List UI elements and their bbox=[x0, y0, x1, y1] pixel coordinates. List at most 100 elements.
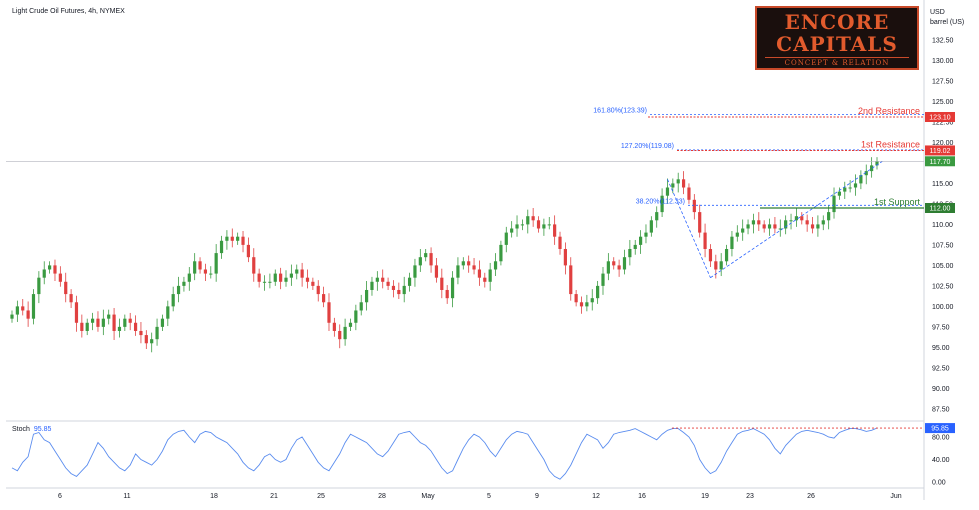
candle-body bbox=[257, 273, 261, 282]
axis-unit-currency: USD bbox=[930, 9, 945, 16]
candle-body bbox=[279, 273, 283, 282]
candle-body bbox=[348, 322, 353, 327]
candle-body bbox=[424, 253, 428, 258]
candle-body bbox=[778, 228, 782, 230]
stoch-tick-label: 80.00 bbox=[932, 435, 950, 442]
candle-body bbox=[730, 236, 734, 249]
candle-body bbox=[526, 216, 530, 225]
last-price-tag bbox=[925, 156, 955, 167]
candle-body bbox=[827, 212, 831, 221]
candle-body bbox=[794, 216, 799, 221]
candle-body bbox=[407, 277, 412, 286]
candle-body bbox=[762, 224, 766, 229]
candle-body bbox=[252, 257, 256, 274]
logo-line-2: CAPITALS bbox=[776, 32, 898, 56]
candle-body bbox=[853, 183, 858, 188]
candle-body bbox=[101, 318, 105, 327]
candle-body bbox=[510, 228, 514, 233]
candle-body bbox=[15, 306, 19, 315]
candle-body bbox=[370, 281, 374, 290]
logo-tagline: CONCEPT & RELATION bbox=[765, 57, 909, 67]
candle-body bbox=[203, 269, 208, 274]
candle-body bbox=[789, 220, 793, 222]
candle-body bbox=[316, 285, 320, 295]
candle-body bbox=[176, 285, 181, 295]
candle-body bbox=[85, 322, 89, 331]
fib-trend-line bbox=[667, 179, 711, 278]
candle-body bbox=[289, 273, 293, 278]
candle-body bbox=[246, 244, 250, 258]
candle-body bbox=[499, 244, 503, 262]
price-tick-label: 100.00 bbox=[932, 304, 954, 311]
candle-body bbox=[322, 294, 326, 303]
candle-body bbox=[724, 248, 729, 262]
candle-body bbox=[354, 310, 358, 323]
candle-body bbox=[751, 220, 756, 225]
stoch-tick-label: 40.00 bbox=[932, 457, 950, 464]
fib-level-label: 161.80%(123.39) bbox=[593, 108, 647, 115]
candle-body bbox=[563, 248, 567, 266]
candle-body bbox=[268, 281, 272, 283]
candle-body bbox=[160, 318, 165, 327]
candle-body bbox=[687, 187, 691, 200]
candle-body bbox=[445, 289, 449, 299]
candle-body bbox=[477, 269, 482, 278]
candle-body bbox=[515, 224, 519, 229]
price-tick-label: 95.00 bbox=[932, 345, 950, 352]
candle-body bbox=[601, 273, 605, 286]
candle-body bbox=[569, 265, 573, 295]
candle-body bbox=[741, 228, 745, 233]
candle-body bbox=[171, 294, 175, 307]
candle-body bbox=[42, 269, 46, 278]
candle-body bbox=[58, 273, 62, 282]
encore-capitals-logo: ENCORE CAPITALS CONCEPT & RELATION bbox=[755, 6, 919, 70]
candle-body bbox=[649, 220, 653, 233]
candle-body bbox=[284, 277, 288, 282]
price-tick-label: 97.50 bbox=[932, 324, 950, 331]
candle-body bbox=[26, 310, 30, 319]
candle-body bbox=[300, 269, 304, 278]
candle-body bbox=[338, 330, 342, 340]
candle-body bbox=[639, 236, 643, 245]
candle-body bbox=[139, 330, 143, 336]
candle-body bbox=[21, 306, 25, 311]
support-level-label: 1st Support bbox=[874, 197, 921, 207]
candle-body bbox=[698, 212, 702, 233]
price-axis-unit: USD barrel (US) bbox=[930, 8, 964, 28]
time-tick-label: 19 bbox=[701, 493, 709, 500]
price-tick-label: 92.50 bbox=[932, 365, 950, 372]
candle-body bbox=[590, 298, 594, 303]
candle-body bbox=[692, 199, 696, 213]
candle-body bbox=[622, 257, 627, 270]
candle-body bbox=[574, 294, 578, 303]
candle-body bbox=[848, 187, 852, 189]
candle-body bbox=[241, 236, 245, 245]
candle-body bbox=[182, 281, 186, 286]
candle-body bbox=[837, 191, 841, 196]
level-price-tag-text: 119.02 bbox=[930, 148, 951, 155]
fib-level-label: 38.20%(112.33) bbox=[636, 198, 685, 205]
candle-body bbox=[69, 294, 73, 303]
candle-body bbox=[219, 240, 224, 254]
level-price-tag bbox=[925, 203, 955, 213]
candle-body bbox=[273, 273, 277, 282]
candle-body bbox=[805, 220, 809, 225]
candle-body bbox=[429, 253, 433, 266]
candle-body bbox=[434, 265, 439, 278]
price-tick-label: 110.00 bbox=[932, 222, 953, 229]
candle-body bbox=[773, 224, 777, 229]
candle-body bbox=[843, 187, 847, 192]
candle-body bbox=[472, 265, 476, 270]
candle-body bbox=[816, 224, 820, 229]
time-tick-label: 25 bbox=[317, 493, 325, 500]
candle-body bbox=[488, 269, 492, 282]
candle-body bbox=[504, 232, 508, 245]
candle-body bbox=[144, 335, 148, 344]
candle-body bbox=[767, 224, 772, 229]
price-tick-label: 130.00 bbox=[932, 58, 954, 65]
candle-body bbox=[450, 277, 455, 299]
candle-body bbox=[493, 261, 498, 270]
candle-body bbox=[375, 277, 379, 282]
candle-body bbox=[617, 265, 621, 270]
